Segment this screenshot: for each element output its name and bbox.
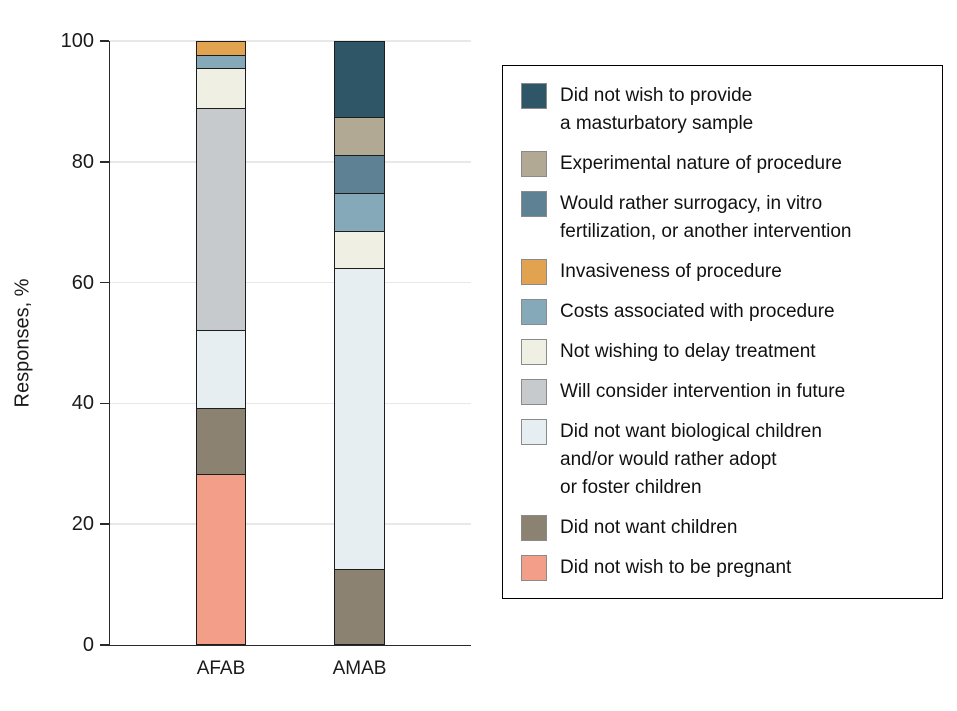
legend-item: Experimental nature of procedure: [521, 150, 924, 178]
plot-area: 0 20 40 60 80 100 AFAB AMAB: [61, 31, 471, 679]
legend: Did not wish to provide a masturbatory sa…: [502, 65, 943, 599]
bar-segment: [335, 154, 384, 193]
legend-swatch: [521, 339, 547, 365]
bar-afab: [196, 41, 246, 645]
gridline-40: [110, 402, 471, 405]
legend-label: Would rather surrogacy, in vitro fertiliz…: [560, 193, 852, 242]
legend-swatch: [521, 259, 547, 285]
legend-label: Did not want biological children and/or w…: [560, 421, 822, 498]
y-tick-label-40: 40: [71, 392, 94, 415]
bar-segment: [335, 230, 384, 269]
legend-label: Did not wish to provide a masturbatory sa…: [560, 85, 754, 134]
y-tick-label-20: 20: [71, 513, 94, 536]
legend-swatch: [521, 299, 547, 325]
legend-item: Will consider intervention in future: [521, 378, 924, 406]
gridline-80: [110, 161, 471, 163]
legend-label: Will consider intervention in future: [560, 381, 846, 402]
y-tick-mark-40: [99, 402, 109, 405]
bar-segment: [197, 42, 245, 56]
bar-segment: [335, 568, 384, 644]
legend-item: Did not wish to provide a masturbatory sa…: [521, 82, 924, 138]
gridline-60: [110, 281, 471, 284]
legend-swatch: [521, 151, 547, 177]
bar-segment: [335, 42, 384, 118]
bar-segment: [335, 192, 384, 231]
y-tick-label-100: 100: [60, 30, 94, 52]
bar-segment: [197, 68, 245, 108]
bar-segment: [197, 473, 245, 644]
y-tick-label-0: 0: [82, 634, 94, 656]
legend-label: Invasiveness of procedure: [560, 261, 782, 282]
legend-label: Experimental nature of procedure: [560, 153, 842, 174]
y-tick-mark-100: [99, 40, 109, 42]
legend-swatch: [521, 515, 547, 541]
bar-segment: [197, 408, 245, 474]
y-axis-title: Responses, %: [11, 278, 34, 408]
bar-amab: [334, 41, 385, 645]
gridline-20: [110, 523, 471, 525]
legend-item: Did not wish to be pregnant: [521, 554, 924, 582]
legend-item: Not wishing to delay treatment: [521, 338, 924, 366]
legend-swatch: [521, 83, 547, 109]
y-tick-mark-80: [99, 161, 109, 163]
bar-segment: [197, 330, 245, 409]
legend-swatch: [521, 379, 547, 405]
legend-item: Would rather surrogacy, in vitro fertiliz…: [521, 190, 924, 246]
y-tick-mark-0: [99, 644, 109, 646]
legend-label: Did not want children: [560, 517, 738, 538]
y-tick-label-60: 60: [71, 271, 94, 294]
bar-segment: [335, 117, 384, 155]
y-tick-label-80: 80: [71, 150, 94, 173]
y-tick-mark-20: [99, 523, 109, 525]
legend-swatch: [521, 419, 547, 445]
legend-label: Did not wish to be pregnant: [560, 557, 792, 578]
legend-item: Costs associated with procedure: [521, 298, 924, 326]
bar-segment: [197, 55, 245, 69]
bar-segment: [197, 107, 245, 331]
legend-label: Costs associated with procedure: [560, 301, 835, 322]
legend-item: Did not want biological children and/or w…: [521, 418, 924, 502]
bar-segment: [335, 268, 384, 569]
y-tick-mark-60: [99, 281, 109, 284]
legend-swatch: [521, 191, 547, 217]
x-tick-label-amab: AMAB: [332, 658, 387, 679]
legend-item: Invasiveness of procedure: [521, 258, 924, 286]
legend-label: Not wishing to delay treatment: [560, 341, 816, 362]
gridline-100: [110, 40, 471, 42]
x-tick-label-afab: AFAB: [196, 658, 246, 679]
legend-item: Did not want children: [521, 514, 924, 542]
legend-swatch: [521, 555, 547, 581]
